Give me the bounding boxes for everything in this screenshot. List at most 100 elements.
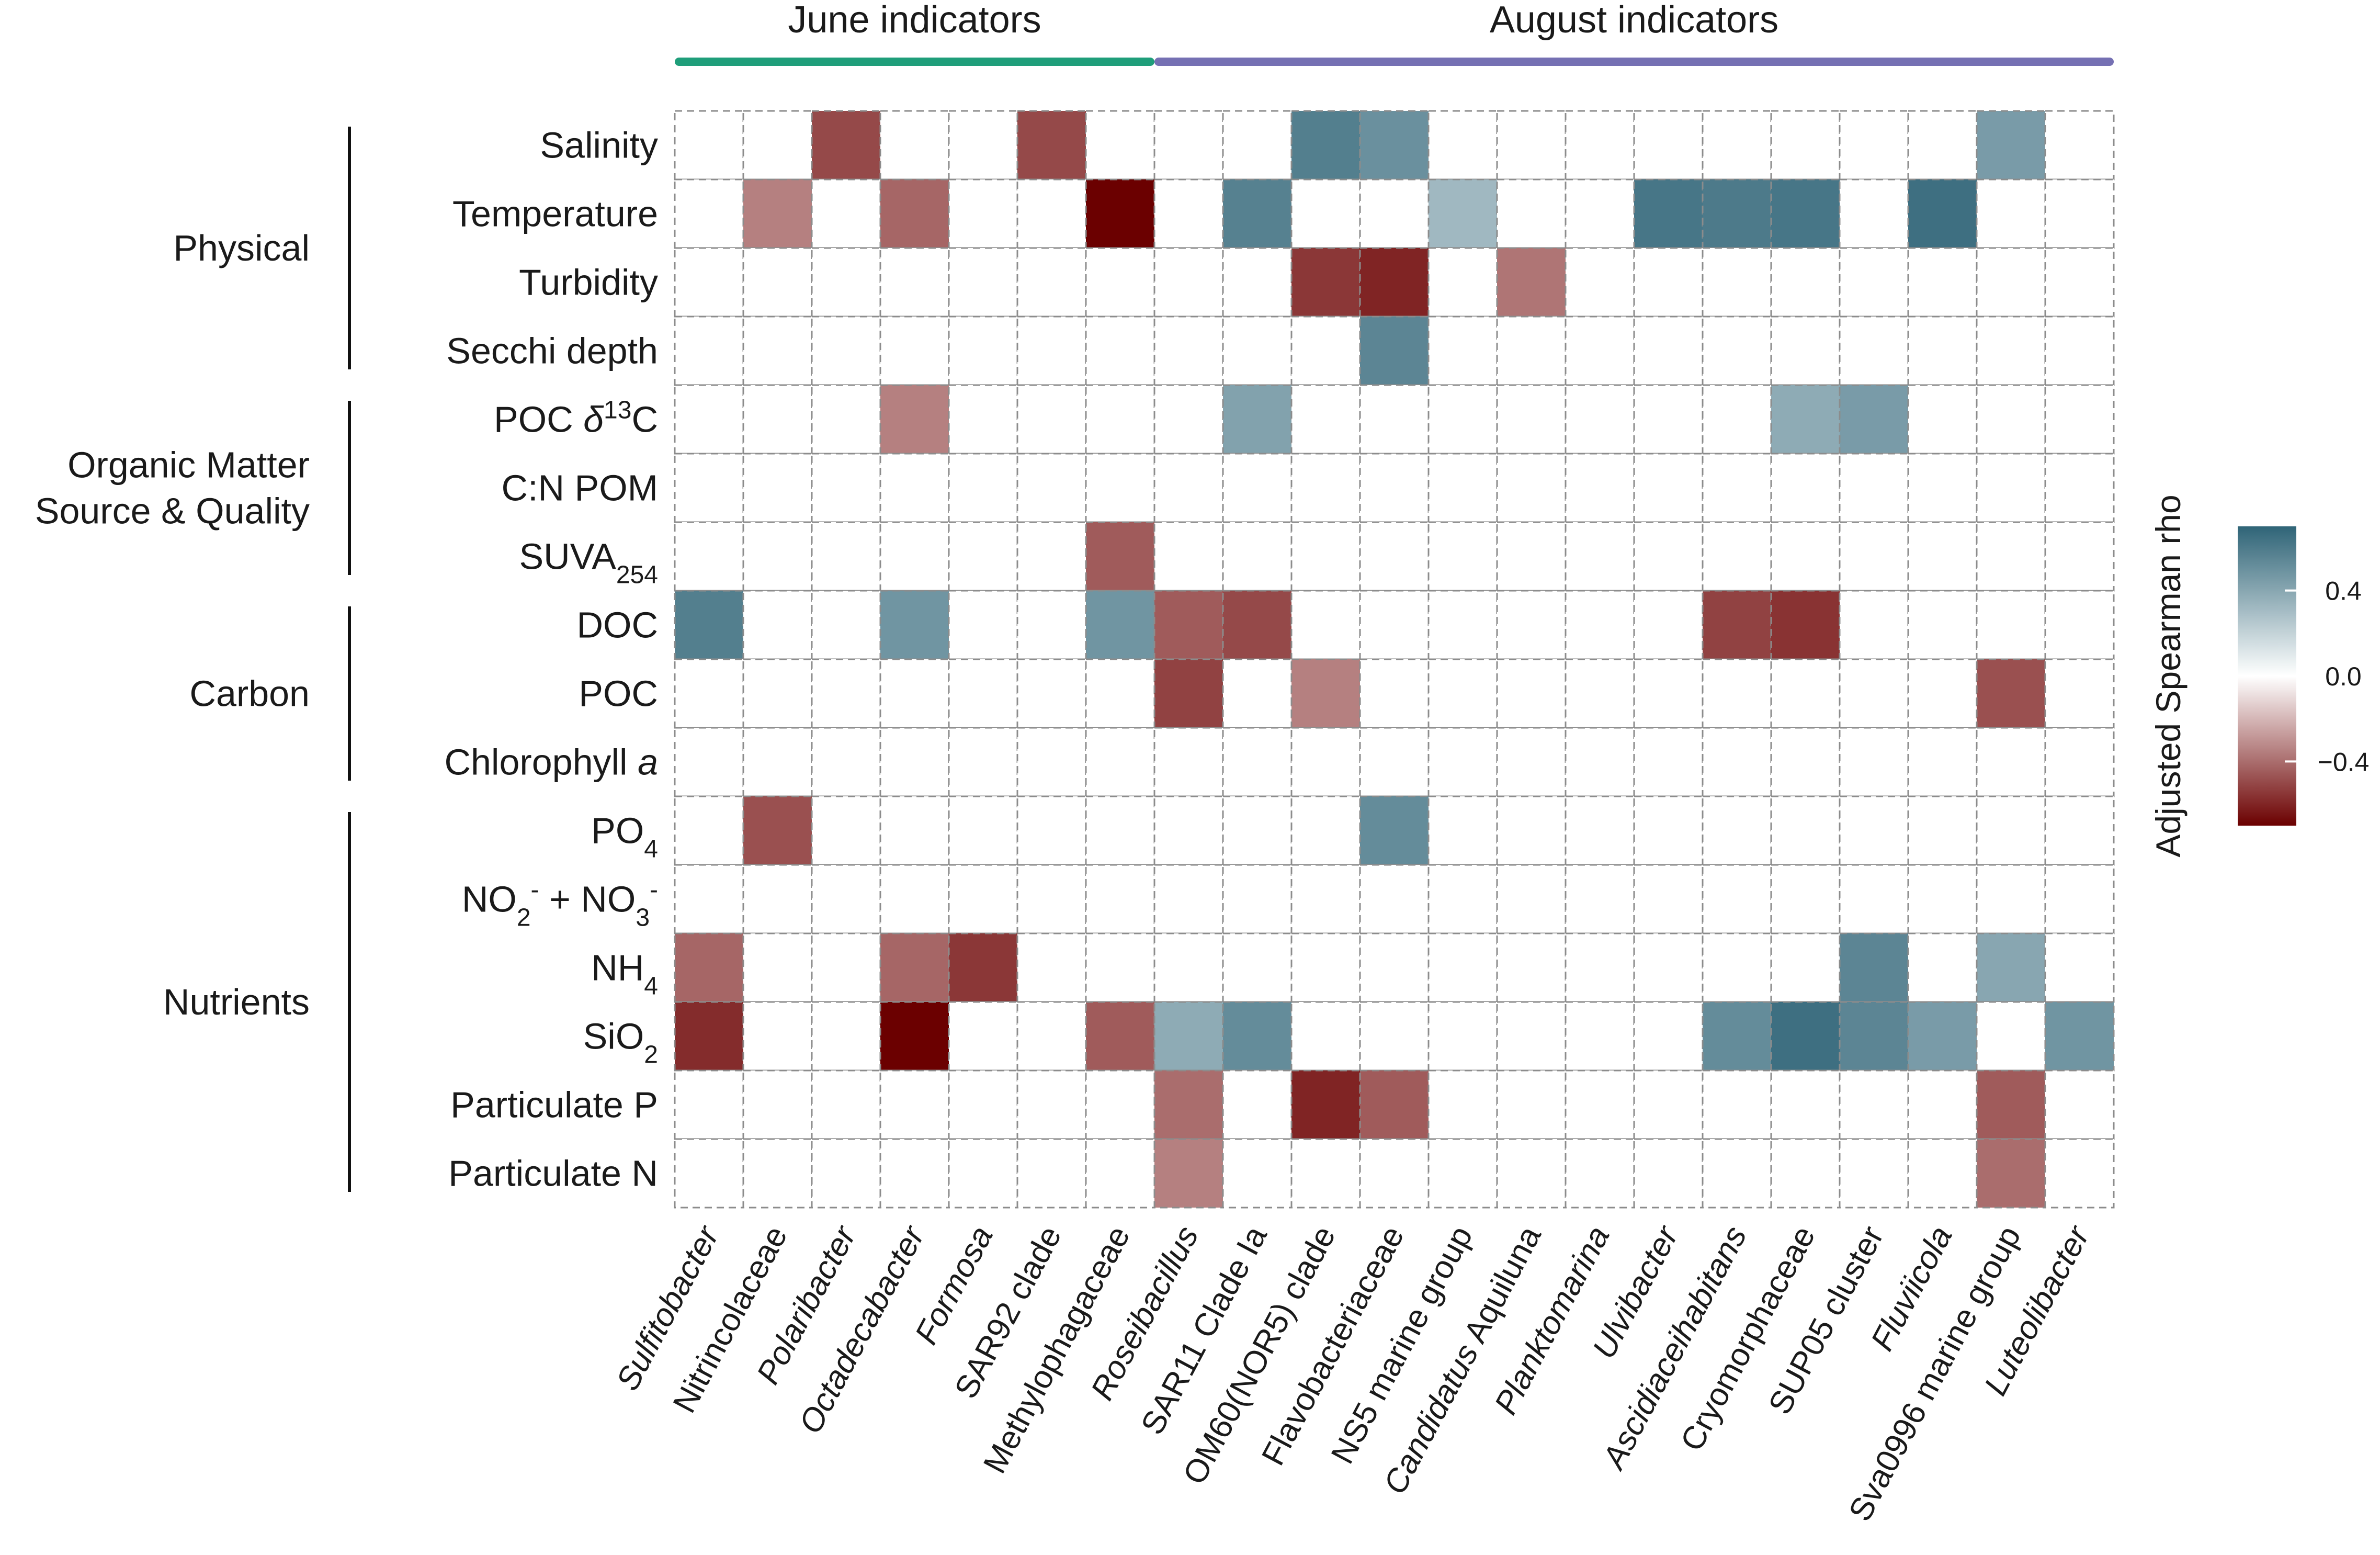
heatmap-cell-r5-c8	[1222, 453, 1293, 523]
heatmap-cell-r13-c20	[2044, 1001, 2115, 1072]
heatmap-cell-r6-c4	[948, 521, 1018, 592]
heatmap-cell-r14-c20	[2044, 1069, 2115, 1140]
heatmap-cell-r0-c1	[742, 110, 813, 181]
heatmap-cell-r9-c8	[1222, 727, 1293, 797]
heatmap-cell-r14-c7	[1153, 1069, 1224, 1140]
heatmap-cell-r0-c3	[879, 110, 950, 181]
heatmap-cell-r13-c19	[1976, 1001, 2046, 1072]
heatmap-cell-r15-c18	[1907, 1138, 1978, 1209]
heatmap-cell-r3-c4	[948, 315, 1018, 386]
heatmap-cell-r10-c7	[1153, 795, 1224, 866]
colorbar-tick-label: 0.4	[2325, 577, 2362, 606]
heatmap-cell-r9-c18	[1907, 727, 1978, 797]
heatmap-cell-r7-c2	[811, 590, 881, 660]
heatmap-cell-r9-c17	[1839, 727, 1909, 797]
heatmap-cell-r4-c16	[1770, 384, 1841, 455]
heatmap-cell-r2-c14	[1633, 247, 1704, 318]
heatmap-cell-r15-c2	[811, 1138, 881, 1209]
heatmap-cell-r12-c15	[1702, 932, 1772, 1003]
heatmap-cell-r5-c12	[1496, 453, 1567, 523]
heatmap-cell-r15-c19	[1976, 1138, 2046, 1209]
heatmap-cell-r3-c2	[811, 315, 881, 386]
heatmap-cell-r8-c3	[879, 658, 950, 729]
heatmap-cell-r7-c8	[1222, 590, 1293, 660]
heatmap-cell-r3-c5	[1016, 315, 1087, 386]
row-label-secchi-depth: Secchi depth	[446, 331, 658, 371]
heatmap-cell-r6-c11	[1427, 521, 1498, 592]
heatmap-cell-r13-c17	[1839, 1001, 1909, 1072]
heatmap-cell-r13-c7	[1153, 1001, 1224, 1072]
heatmap-cell-r11-c14	[1633, 864, 1704, 934]
heatmap-cell-r13-c6	[1085, 1001, 1155, 1072]
heatmap-cell-r7-c19	[1976, 590, 2046, 660]
column-group-headers: June indicators August indicators	[675, 0, 2114, 66]
heatmap-cell-r4-c18	[1907, 384, 1978, 455]
heatmap-cell-r11-c9	[1290, 864, 1361, 934]
heatmap-cell-r1-c14	[1633, 178, 1704, 249]
heatmap-cell-r5-c5	[1016, 453, 1087, 523]
heatmap-cell-r8-c12	[1496, 658, 1567, 729]
heatmap-cell-r8-c6	[1085, 658, 1155, 729]
heatmap-cell-r12-c8	[1222, 932, 1293, 1003]
heatmap-cell-r4-c13	[1565, 384, 1635, 455]
heatmap-cell-r14-c3	[879, 1069, 950, 1140]
heatmap-cell-r1-c12	[1496, 178, 1567, 249]
heatmap-cell-r8-c17	[1839, 658, 1909, 729]
heatmap-cell-r2-c12	[1496, 247, 1567, 318]
heatmap-cell-r11-c12	[1496, 864, 1567, 934]
heatmap-cell-r12-c14	[1633, 932, 1704, 1003]
heatmap-cell-r9-c9	[1290, 727, 1361, 797]
heatmap-cell-r14-c1	[742, 1069, 813, 1140]
heatmap-cell-r12-c10	[1359, 932, 1430, 1003]
row-label-turbidity: Turbidity	[519, 262, 658, 303]
heatmap-cell-r7-c20	[2044, 590, 2115, 660]
heatmap-cell-r15-c16	[1770, 1138, 1841, 1209]
heatmap-cell-r6-c8	[1222, 521, 1293, 592]
heatmap-cell-r12-c0	[674, 932, 744, 1003]
heatmap-cell-r8-c8	[1222, 658, 1293, 729]
row-group-label-nutrients: Nutrients	[163, 982, 310, 1022]
heatmap-cell-r8-c11	[1427, 658, 1498, 729]
heatmap-cell-r5-c3	[879, 453, 950, 523]
heatmap-cell-r10-c12	[1496, 795, 1567, 866]
heatmap-cell-r4-c19	[1976, 384, 2046, 455]
heatmap-cell-r2-c1	[742, 247, 813, 318]
heatmap-cell-r3-c9	[1290, 315, 1361, 386]
heatmap-cell-r7-c5	[1016, 590, 1087, 660]
heatmap-cell-r6-c9	[1290, 521, 1361, 592]
heatmap-cell-r3-c18	[1907, 315, 1978, 386]
heatmap-cell-r7-c16	[1770, 590, 1841, 660]
heatmap-cell-r0-c16	[1770, 110, 1841, 181]
heatmap-cell-r5-c4	[948, 453, 1018, 523]
heatmap-cell-r15-c6	[1085, 1138, 1155, 1209]
heatmap-cell-r15-c9	[1290, 1138, 1361, 1209]
heatmap-cell-r6-c7	[1153, 521, 1224, 592]
heatmap-cell-r13-c11	[1427, 1001, 1498, 1072]
heatmap-cell-r11-c19	[1976, 864, 2046, 934]
heatmap-cell-r13-c5	[1016, 1001, 1087, 1072]
heatmap-cell-r1-c8	[1222, 178, 1293, 249]
row-label-temperature: Temperature	[452, 194, 658, 234]
heatmap-cell-r0-c20	[2044, 110, 2115, 181]
heatmap-cell-r10-c14	[1633, 795, 1704, 866]
heatmap-cell-r1-c18	[1907, 178, 1978, 249]
heatmap-cell-r10-c8	[1222, 795, 1293, 866]
heatmap-cell-r12-c12	[1496, 932, 1567, 1003]
heatmap-cell-r4-c0	[674, 384, 744, 455]
colorbar-tick-label: 0.0	[2325, 662, 2362, 691]
heatmap-cell-r3-c19	[1976, 315, 2046, 386]
heatmap-cell-r6-c0	[674, 521, 744, 592]
heatmap-cell-r14-c4	[948, 1069, 1018, 1140]
heatmap-cell-r13-c2	[811, 1001, 881, 1072]
heatmap-cell-r11-c20	[2044, 864, 2115, 934]
heatmap-cell-r7-c0	[674, 590, 744, 660]
heatmap-cell-r15-c8	[1222, 1138, 1293, 1209]
heatmap-cell-r0-c2	[811, 110, 881, 181]
heatmap-cell-r4-c12	[1496, 384, 1567, 455]
heatmap-cell-r5-c11	[1427, 453, 1498, 523]
heatmap-cell-r2-c13	[1565, 247, 1635, 318]
heatmap-cell-r1-c20	[2044, 178, 2115, 249]
heatmap-cell-r6-c19	[1976, 521, 2046, 592]
heatmap-cell-r1-c1	[742, 178, 813, 249]
heatmap-cell-r10-c10	[1359, 795, 1430, 866]
